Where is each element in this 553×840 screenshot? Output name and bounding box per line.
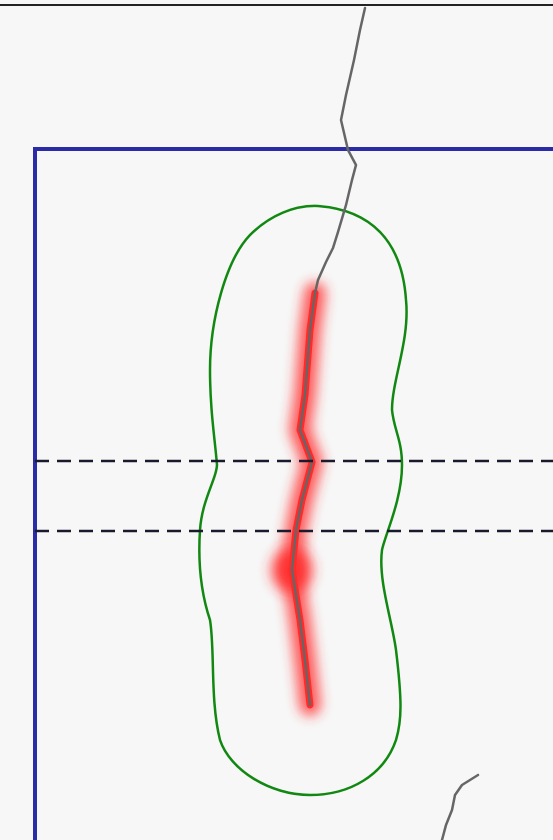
crack-line-upper <box>313 6 367 295</box>
highlighted-segment-core <box>290 291 317 707</box>
crack-line-lower <box>440 773 480 840</box>
region-boundary <box>33 147 553 840</box>
buffer-outline <box>198 204 408 797</box>
